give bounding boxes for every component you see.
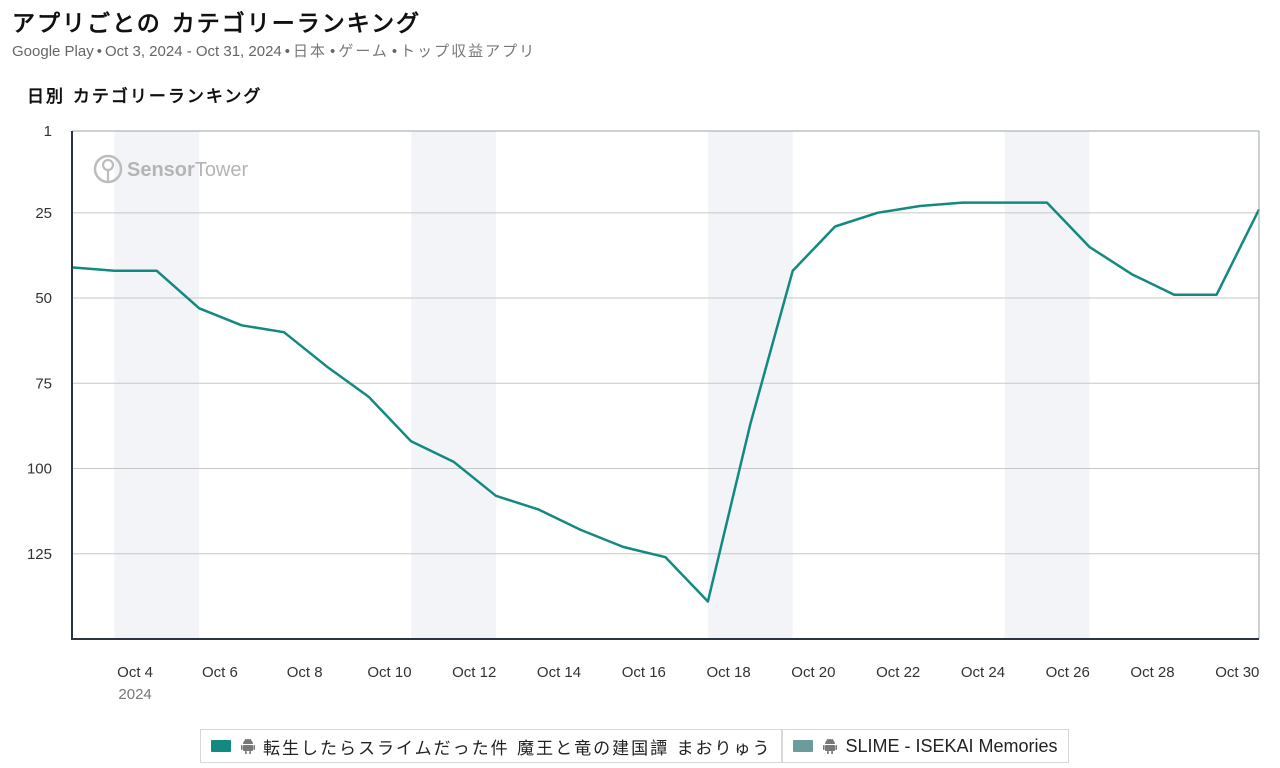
separator-dot: • (391, 43, 398, 60)
y-tick-label: 125 (27, 546, 52, 563)
watermark-text: SensorTower (127, 159, 249, 181)
legend-item[interactable]: 転生したらスライムだった件 魔王と竜の建国譚 まおりゅう (200, 729, 783, 763)
weekend-shade-band (411, 131, 496, 639)
x-year-label: 2024 (118, 686, 151, 703)
series-line (71, 201, 1261, 603)
x-tick-label: Oct 30 (1215, 664, 1259, 681)
separator-dot: • (96, 43, 102, 60)
x-tick-label: Oct 20 (791, 664, 835, 681)
sensor-tower-watermark: SensorTower (93, 154, 249, 184)
series-group (71, 201, 1261, 603)
x-tick-label: Oct 26 (1046, 664, 1090, 681)
separator-dot: • (330, 43, 336, 60)
x-tick-label: Oct 6 (202, 664, 238, 681)
subtitle-date-range: Oct 3, 2024 - Oct 31, 2024 (104, 43, 282, 60)
y-tick-label: 1 (44, 123, 52, 140)
axes-group (71, 130, 1260, 640)
android-icon (241, 738, 255, 754)
sensor-tower-logo-icon (93, 154, 123, 184)
x-tick-label: Oct 22 (876, 664, 920, 681)
weekend-shade-band (707, 131, 793, 639)
subtitle-store: Google Play (12, 43, 94, 60)
weekend-shade-band (1004, 131, 1090, 639)
page-subtitle: Google Play • Oct 3, 2024 - Oct 31, 2024 • 日… (12, 40, 536, 61)
y-tick-label: 25 (35, 205, 52, 222)
x-tick-label: Oct 8 (287, 664, 323, 681)
weekend-shade-band (114, 131, 200, 639)
legend-label: SLIME - ISEKAI Memories (845, 735, 1058, 756)
weekend-shading-group (114, 131, 1090, 639)
legend-item[interactable]: SLIME - ISEKAI Memories (782, 729, 1069, 763)
chart-title: 日別 カテゴリーランキング (27, 87, 263, 107)
y-tick-label: 75 (35, 375, 52, 392)
x-tick-label: Oct 24 (961, 664, 1005, 681)
y-tick-label: 100 (27, 461, 52, 478)
watermark-brand-light: Tower (195, 159, 249, 181)
legend-swatch (793, 740, 814, 752)
chart-legend: 転生したらスライムだった件 魔王と竜の建国譚 まおりゅう SLIME - ISEK… (200, 729, 1069, 763)
android-icon (823, 738, 838, 754)
subtitle-country: 日本 (293, 42, 328, 60)
watermark-brand-bold: Sensor (127, 159, 195, 181)
x-tick-label: Oct 12 (452, 664, 496, 681)
legend-swatch (211, 740, 231, 752)
separator-dot: • (284, 43, 291, 60)
x-tick-label: Oct 16 (622, 664, 666, 681)
subtitle-category: ゲーム (338, 42, 389, 60)
legend-label: 転生したらスライムだった件 魔王と竜の建国譚 まおりゅう (263, 738, 772, 759)
x-tick-label: Oct 28 (1130, 664, 1174, 681)
y-tick-label: 50 (35, 290, 52, 307)
x-tick-label: Oct 18 (706, 664, 750, 681)
subtitle-chart-kind: トップ収益アプリ (400, 42, 537, 60)
x-tick-label: Oct 10 (367, 664, 411, 681)
page-title: アプリごとの カテゴリーランキング (12, 11, 422, 37)
x-tick-label: Oct 14 (537, 664, 581, 681)
x-tick-label: Oct 4 (117, 664, 153, 681)
x-axis-ticks: Oct 4 Oct 6 Oct 8 Oct 10 Oct 12 Oct 14 Oct 16 O… (117, 664, 1259, 703)
